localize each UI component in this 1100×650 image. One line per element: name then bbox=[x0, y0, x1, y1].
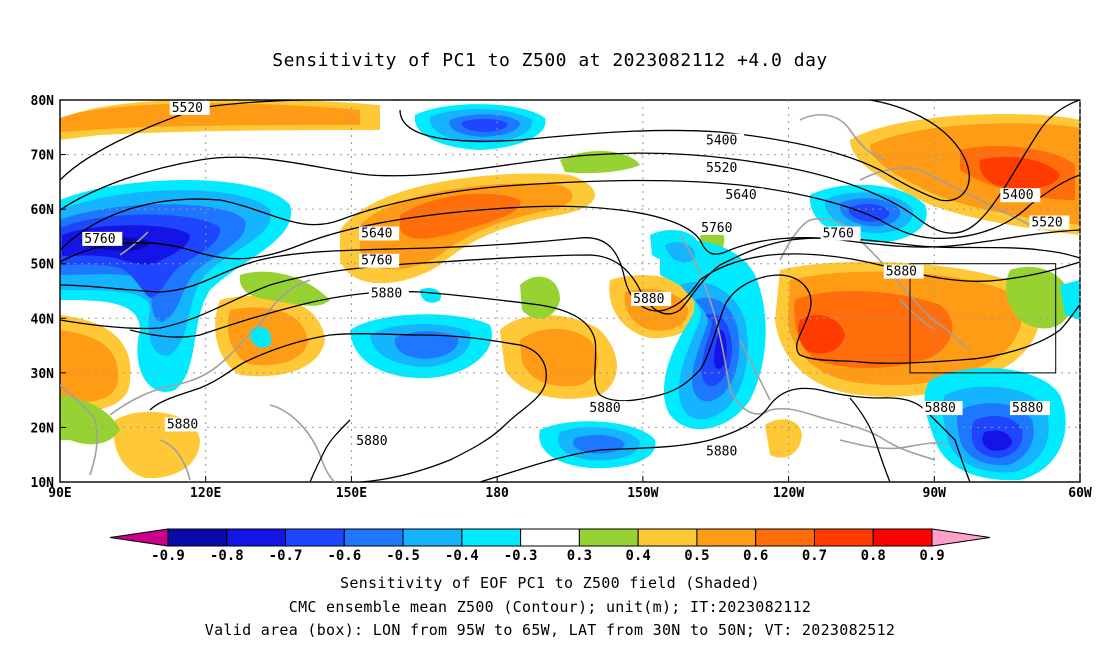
svg-text:5880: 5880 bbox=[167, 417, 198, 432]
colorbar-label: -0.9 bbox=[151, 548, 185, 564]
colorbar-swatch bbox=[755, 528, 815, 547]
contour-label: 5760 bbox=[82, 231, 123, 247]
contour-label: 5880 bbox=[587, 401, 628, 416]
lat-tick-label: 70N bbox=[31, 149, 55, 164]
contour-label: 5880 bbox=[1010, 401, 1050, 416]
colorbar-swatch bbox=[520, 528, 580, 547]
svg-text:5520: 5520 bbox=[706, 161, 737, 176]
lat-lon-grid bbox=[59, 99, 1081, 483]
svg-text:5520: 5520 bbox=[1031, 216, 1062, 231]
svg-text:5760: 5760 bbox=[84, 232, 115, 247]
colorbar-label: -0.8 bbox=[210, 548, 244, 564]
lon-tick-label: 180 bbox=[485, 486, 509, 501]
colorbar-label: 0.6 bbox=[743, 548, 768, 564]
colorbar-swatch bbox=[696, 528, 757, 547]
colorbar-label: 0.5 bbox=[684, 548, 709, 564]
lon-tick-label: 120W bbox=[773, 486, 804, 501]
contour-label: 5760 bbox=[359, 253, 400, 269]
contour-label: 5760 bbox=[820, 226, 861, 241]
lat-tick-label: 60N bbox=[31, 203, 55, 218]
svg-text:5520: 5520 bbox=[172, 101, 203, 116]
svg-text:5880: 5880 bbox=[589, 401, 620, 416]
caption-line-3: Valid area (box): LON from 95W to 65W, L… bbox=[204, 621, 896, 639]
colorbar-high-arrow bbox=[931, 528, 991, 547]
colorbar-label: -0.3 bbox=[504, 548, 538, 564]
valid-area-box bbox=[909, 263, 1057, 374]
lon-tick-label: 60W bbox=[1068, 486, 1092, 501]
svg-text:5880: 5880 bbox=[371, 286, 402, 301]
colorbar-label: 0.3 bbox=[567, 548, 592, 564]
colorbar-label: 0.8 bbox=[861, 548, 886, 564]
colorbar-swatch bbox=[813, 528, 874, 547]
colorbar-low-arrow bbox=[109, 528, 169, 547]
contour-label: 5880 bbox=[704, 444, 744, 460]
svg-text:5400: 5400 bbox=[1002, 188, 1033, 203]
contour-label: 5520 bbox=[704, 160, 744, 176]
svg-text:5880: 5880 bbox=[886, 265, 917, 280]
lon-tick-label: 150W bbox=[627, 486, 658, 501]
contour-label: 5400 bbox=[1000, 188, 1041, 203]
contour-label: 5880 bbox=[922, 401, 963, 416]
colorbar-swatch bbox=[461, 528, 522, 547]
lat-tick-label: 80N bbox=[31, 94, 55, 109]
colorbar-label: 0.4 bbox=[626, 548, 651, 564]
svg-text:5880: 5880 bbox=[925, 401, 956, 416]
lon-tick-label: 120E bbox=[190, 486, 221, 501]
lat-tick-label: 50N bbox=[31, 258, 55, 273]
colorbar-label: -0.5 bbox=[386, 548, 420, 564]
svg-text:5880: 5880 bbox=[633, 292, 664, 307]
lat-tick-label: 10N bbox=[31, 476, 55, 491]
svg-text:5880: 5880 bbox=[706, 445, 737, 460]
contour-labels: 5520 5400 5520 5640 5400 5520 5760 5640 5760 5760… bbox=[82, 100, 1070, 460]
caption-line-2: CMC ensemble mean Z500 (Contour); unit(m… bbox=[288, 598, 812, 616]
contour-label: 5880 bbox=[883, 264, 924, 280]
lon-tick-label: 90W bbox=[923, 486, 947, 501]
contour-label: 5880 bbox=[164, 417, 205, 432]
lat-tick-label: 40N bbox=[31, 312, 55, 327]
svg-text:5880: 5880 bbox=[356, 434, 387, 449]
lon-tick-label: 90E bbox=[48, 486, 71, 501]
svg-text:5640: 5640 bbox=[725, 188, 756, 203]
colorbar-label: -0.7 bbox=[269, 548, 303, 564]
contour-label: 5520 bbox=[169, 100, 210, 116]
lat-tick-label: 30N bbox=[31, 367, 55, 382]
colorbar-label: -0.4 bbox=[445, 548, 479, 564]
colorbar-swatch bbox=[285, 528, 345, 547]
colorbar-swatch bbox=[167, 528, 228, 547]
colorbar-label: 0.7 bbox=[802, 548, 827, 564]
contour-label: 5880 bbox=[368, 286, 409, 301]
contour-label: 5880 bbox=[631, 291, 672, 307]
lat-tick-label: 20N bbox=[31, 421, 55, 436]
colorbar-swatch bbox=[402, 528, 463, 547]
contour-label: 5520 bbox=[1029, 215, 1070, 231]
caption-line-1: Sensitivity of EOF PC1 to Z500 field (Sh… bbox=[340, 574, 760, 592]
coastlines bbox=[60, 114, 1041, 482]
colorbar-swatch bbox=[637, 528, 698, 547]
sensitivity-shading bbox=[60, 100, 1080, 481]
contour-label: 5880 bbox=[354, 433, 395, 449]
colorbar-swatch bbox=[226, 528, 287, 547]
colorbar-swatch bbox=[343, 528, 404, 547]
z500-contours bbox=[60, 100, 1080, 482]
colorbar-label: -0.6 bbox=[327, 548, 361, 564]
axis-tick-labels: 90E 120E 150E 180 150W 120W 90W 60W 10N 20N 30N 40N… bbox=[31, 94, 1092, 501]
contour-label: 5640 bbox=[359, 226, 400, 241]
contour-label: 5760 bbox=[699, 220, 740, 236]
svg-text:5640: 5640 bbox=[361, 226, 392, 241]
lon-tick-label: 150E bbox=[336, 486, 367, 501]
colorbar-swatch bbox=[578, 528, 639, 547]
svg-text:5760: 5760 bbox=[361, 254, 392, 269]
svg-text:5760: 5760 bbox=[823, 226, 854, 241]
colorbar-label: 0.9 bbox=[919, 548, 944, 564]
colorbar-swatch bbox=[872, 528, 933, 547]
svg-text:5760: 5760 bbox=[701, 221, 732, 236]
colorbar: -0.9 -0.8 -0.7 -0.6 -0.5 -0.4 -0.3 0.3 0.4 0.5 0.6… bbox=[109, 528, 991, 564]
contour-label: 5640 bbox=[723, 188, 764, 203]
svg-text:5400: 5400 bbox=[706, 134, 737, 149]
contour-label: 5400 bbox=[704, 133, 744, 149]
map-title: Sensitivity of PC1 to Z500 at 2023082112… bbox=[272, 50, 828, 71]
svg-text:5880: 5880 bbox=[1012, 401, 1043, 416]
